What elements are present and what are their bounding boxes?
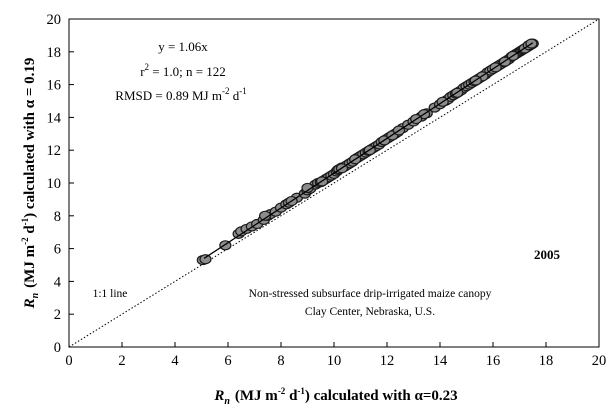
- x-tick-label: 6: [224, 353, 231, 369]
- y-tick-label: 2: [54, 307, 61, 323]
- y-tick-label: 0: [54, 340, 61, 356]
- rmsd-annotation: RMSD = 0.89 MJ m-2 d-1: [115, 86, 246, 103]
- x-tick-label: 14: [433, 353, 448, 369]
- r-squared-annotation: r2 = 1.0; n = 122: [140, 62, 226, 79]
- x-tick-label: 20: [592, 353, 607, 369]
- y-tick-label: 10: [47, 176, 62, 192]
- y-tick-label: 4: [54, 274, 62, 290]
- y-tick-label: 6: [54, 242, 61, 258]
- y-tick-label: 14: [47, 110, 62, 126]
- y-tick-label: 8: [54, 209, 61, 225]
- x-tick-label: 16: [486, 353, 501, 369]
- y-axis: 0 2 4 6 8 10 12 14 16 18 20: [47, 12, 74, 356]
- y-tick-label: 18: [47, 45, 62, 61]
- y-tick-label: 20: [47, 12, 62, 28]
- regression-line: [203, 42, 534, 259]
- year-label: 2005: [534, 247, 561, 262]
- x-tick-label: 10: [327, 353, 342, 369]
- x-tick-label: 18: [539, 353, 554, 369]
- y-tick-label: 16: [47, 78, 62, 94]
- data-point: [301, 182, 314, 194]
- x-tick-label: 2: [118, 353, 125, 369]
- x-tick-label: 4: [171, 353, 179, 369]
- x-axis: 0 2 4 6 8 10 12 14 16 18 20: [65, 342, 606, 369]
- x-tick-label: 8: [277, 353, 284, 369]
- caption-line-1: Non-stressed subsurface drip-irrigated m…: [249, 288, 492, 300]
- one-to-one-label: 1:1 line: [93, 288, 128, 300]
- x-tick-label: 12: [380, 353, 395, 369]
- x-axis-title: Rn (MJ m-2 d-1) calculated with α=0.23: [213, 386, 457, 406]
- regression-equation: y = 1.06x: [158, 39, 208, 54]
- data-point: [259, 210, 272, 221]
- data-point: [199, 254, 212, 265]
- caption-line-2: Clay Center, Nebraska, U.S.: [305, 306, 435, 318]
- x-tick-label: 0: [65, 353, 72, 369]
- y-tick-label: 12: [47, 143, 62, 159]
- one-to-one-line: [69, 19, 599, 347]
- y-axis-title: Rn(MJ m-2 d-1) calculated with α = 0.19: [20, 58, 41, 310]
